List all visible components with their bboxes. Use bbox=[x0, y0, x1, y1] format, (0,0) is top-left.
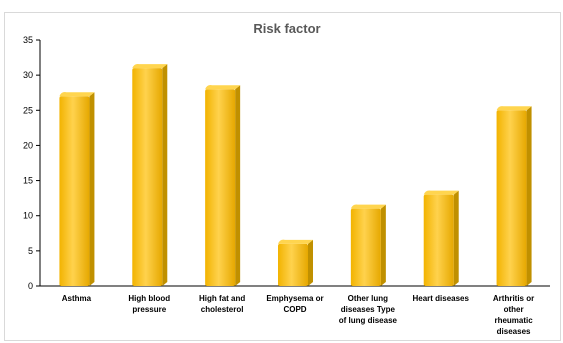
bar-top bbox=[496, 106, 532, 111]
bar-front bbox=[350, 208, 381, 286]
bar-side bbox=[235, 85, 241, 286]
bar-top bbox=[278, 239, 313, 244]
bar-top bbox=[350, 204, 386, 209]
bar-top bbox=[59, 92, 95, 97]
bar-top bbox=[205, 85, 241, 90]
bar bbox=[278, 239, 313, 286]
bar bbox=[423, 190, 459, 286]
bars bbox=[59, 63, 532, 287]
bar-side bbox=[162, 64, 168, 286]
x-tick-label: High blood pressure bbox=[128, 294, 170, 314]
y-tick-label: 10 bbox=[23, 211, 33, 221]
y-tick-label: 0 bbox=[28, 281, 33, 291]
bar-side bbox=[380, 204, 386, 286]
bar-front bbox=[205, 89, 236, 286]
y-tick-label: 35 bbox=[23, 35, 33, 45]
x-tick-label: Emphysema or COPD bbox=[266, 294, 323, 314]
y-tick-label: 30 bbox=[23, 70, 33, 80]
x-tick-label: High fat and cholesterol bbox=[199, 294, 245, 314]
chart-title: Risk factor bbox=[253, 21, 320, 36]
y-tick-label: 25 bbox=[23, 105, 33, 115]
y-tick-label: 15 bbox=[23, 176, 33, 186]
bar-side bbox=[453, 190, 459, 286]
bar bbox=[350, 204, 386, 286]
x-tick-label: Arthritis or other rheumatic diseases bbox=[493, 294, 534, 336]
x-axis-labels: Asthma High blood pressure High fat and chol… bbox=[62, 294, 534, 336]
bar-front bbox=[423, 194, 454, 286]
bar-front bbox=[132, 68, 163, 286]
bar bbox=[496, 106, 532, 287]
bar-top bbox=[132, 63, 168, 69]
x-tick-label: Asthma bbox=[62, 294, 92, 303]
x-tick-label: Other lung diseases Type of lung disease bbox=[339, 294, 398, 325]
bar-side bbox=[89, 92, 95, 286]
y-tick-label: 5 bbox=[28, 246, 33, 256]
bar-front bbox=[278, 243, 308, 286]
bar-front bbox=[59, 96, 90, 286]
bar bbox=[132, 63, 168, 286]
bar bbox=[205, 85, 241, 286]
x-tick-label: Heart diseases bbox=[412, 294, 469, 303]
bar-top bbox=[423, 190, 459, 195]
y-tick-label: 20 bbox=[23, 140, 33, 150]
bar-front bbox=[496, 110, 527, 287]
bar-side bbox=[308, 239, 313, 286]
bar-side bbox=[526, 106, 532, 287]
bar bbox=[59, 92, 95, 286]
